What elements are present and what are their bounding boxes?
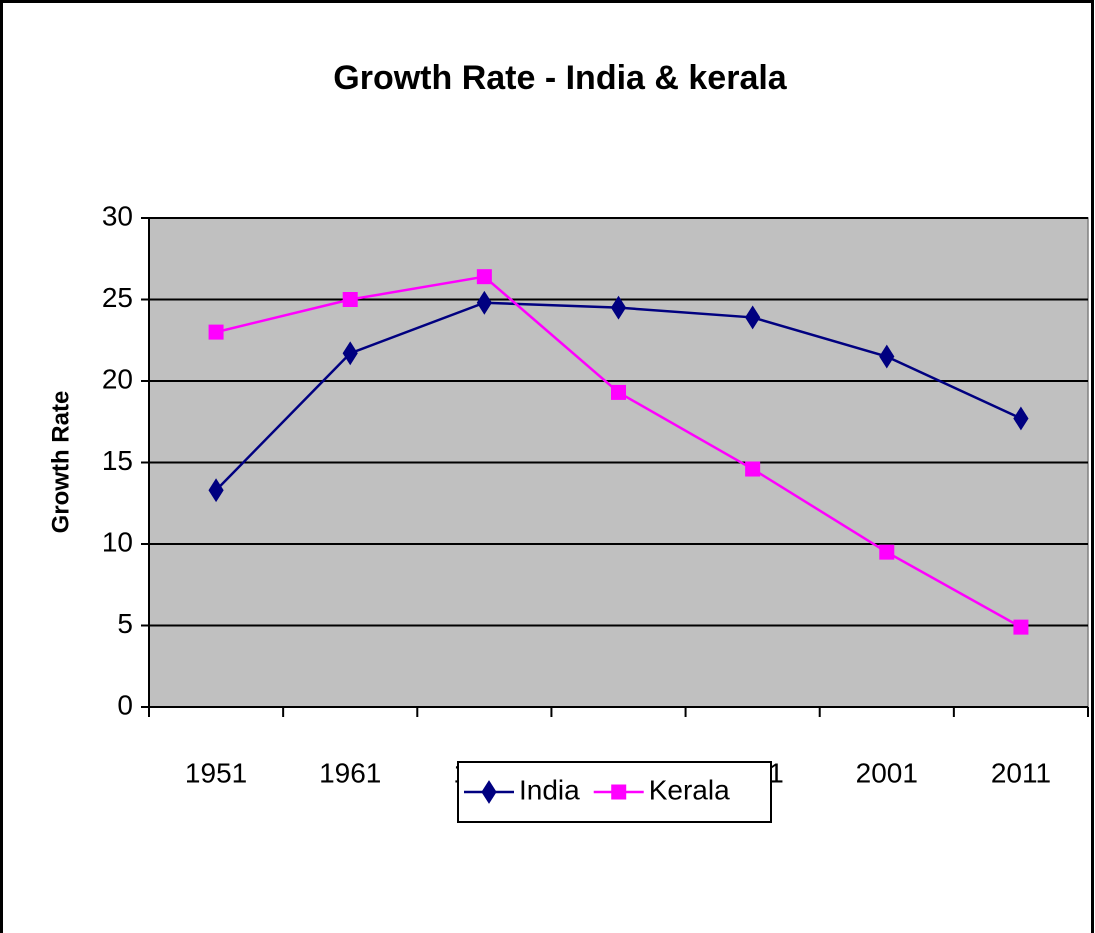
y-tick-label: 0 [117,689,133,720]
chart-title: Growth Rate - India & kerala [333,59,788,97]
y-tick-label: 15 [102,445,133,476]
data-point [342,341,358,366]
data-point [879,344,895,369]
legend-marker [611,784,627,800]
y-tick-label: 20 [102,363,133,394]
data-point [879,544,895,560]
y-tick-label: 30 [102,200,133,231]
y-axis-label: Growth Rate [47,391,74,534]
legend-label: Kerala [649,774,730,805]
data-point [745,461,761,477]
legend-marker [481,780,497,804]
data-point [208,478,224,503]
data-point [476,269,492,285]
data-point [1013,406,1029,431]
data-point [611,384,626,400]
x-tick-label: 1951 [185,757,247,788]
y-tick-label: 25 [102,282,133,313]
data-point [342,292,358,307]
legend-label: India [519,774,580,805]
y-tick-label: 5 [117,608,133,639]
data-point [208,324,224,340]
y-tick-label: 10 [102,526,133,557]
data-point [610,295,627,320]
x-tick-label: 2011 [991,757,1051,788]
data-point [745,305,761,330]
x-tick-label: 2001 [856,757,918,788]
data-point [476,290,492,315]
data-point [1013,619,1029,635]
x-tick-label: 1961 [319,757,381,788]
